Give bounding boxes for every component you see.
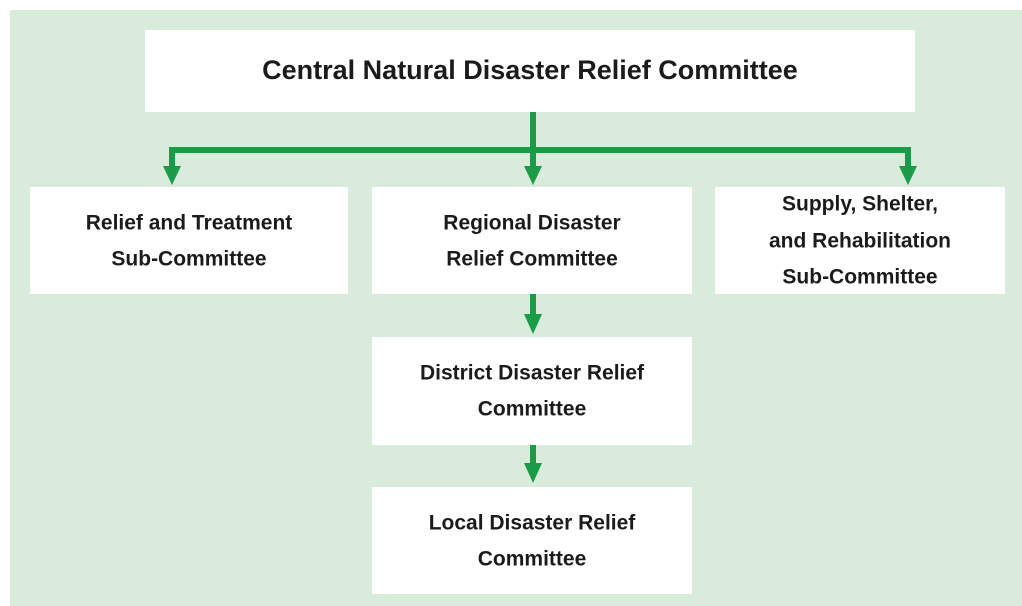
arrowhead	[524, 463, 542, 483]
node-box	[372, 337, 692, 445]
arrowhead	[524, 166, 542, 185]
node-box	[372, 487, 692, 594]
connectors	[163, 112, 917, 483]
node-label: Relief Committee	[446, 248, 618, 271]
node-box	[145, 30, 915, 112]
node-label: Committee	[478, 398, 587, 421]
arrowhead	[524, 314, 542, 334]
node-box	[715, 187, 1005, 294]
node-label: Regional Disaster	[443, 212, 620, 235]
node-box	[372, 187, 692, 294]
node-label: Local Disaster Relief	[429, 512, 637, 535]
node-label: Relief and Treatment	[86, 212, 293, 235]
node-label: and Rehabilitation	[769, 230, 951, 253]
node-label: Sub-Committee	[782, 266, 937, 289]
arrowhead	[163, 166, 181, 185]
arrowhead	[899, 166, 917, 185]
node-label: Supply, Shelter,	[782, 193, 938, 216]
node-label: Central Natural Disaster Relief Committe…	[262, 55, 798, 85]
node-label: Sub-Committee	[111, 248, 266, 271]
node-label: Committee	[478, 548, 587, 571]
node-label: District Disaster Relief	[420, 362, 645, 385]
node-box	[30, 187, 348, 294]
